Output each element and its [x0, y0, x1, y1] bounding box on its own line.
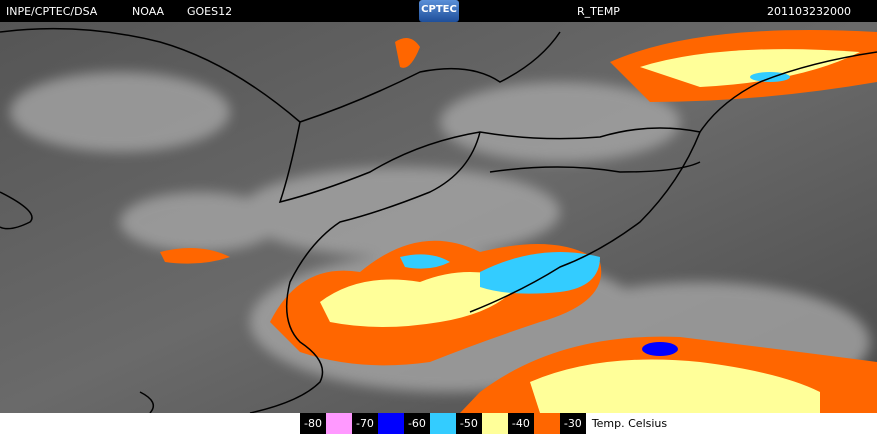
- legend-label: -70: [351, 413, 378, 434]
- legend-label: -50: [455, 413, 482, 434]
- product: R_TEMP: [577, 5, 620, 18]
- legend-swatch: [325, 413, 352, 434]
- legend-label: -30: [559, 413, 586, 434]
- legend-unit: Temp. Celsius: [591, 417, 668, 430]
- cloud-tops: [160, 30, 877, 413]
- agency: NOAA: [132, 5, 165, 18]
- legend-swatch: [377, 413, 404, 434]
- legend-label: -80: [300, 413, 326, 434]
- source: INPE/CPTEC/DSA: [6, 5, 98, 18]
- legend-label: -40: [507, 413, 534, 434]
- legend-swatch: [429, 413, 456, 434]
- legend: -80 -70 -60 -50 -40 -30 Temp. Celsius: [300, 413, 667, 434]
- logo: CPTEC: [419, 0, 459, 22]
- legend-label: -60: [403, 413, 430, 434]
- header-bar: INPE/CPTEC/DSA NOAA GOES12 CPTEC R_TEMP …: [0, 0, 877, 22]
- legend-swatch: [533, 413, 560, 434]
- borders: [0, 27, 877, 413]
- satellite: GOES12: [187, 5, 233, 18]
- satellite-image: [0, 22, 877, 413]
- timestamp: 201103232000: [767, 5, 851, 18]
- legend-swatch: [481, 413, 508, 434]
